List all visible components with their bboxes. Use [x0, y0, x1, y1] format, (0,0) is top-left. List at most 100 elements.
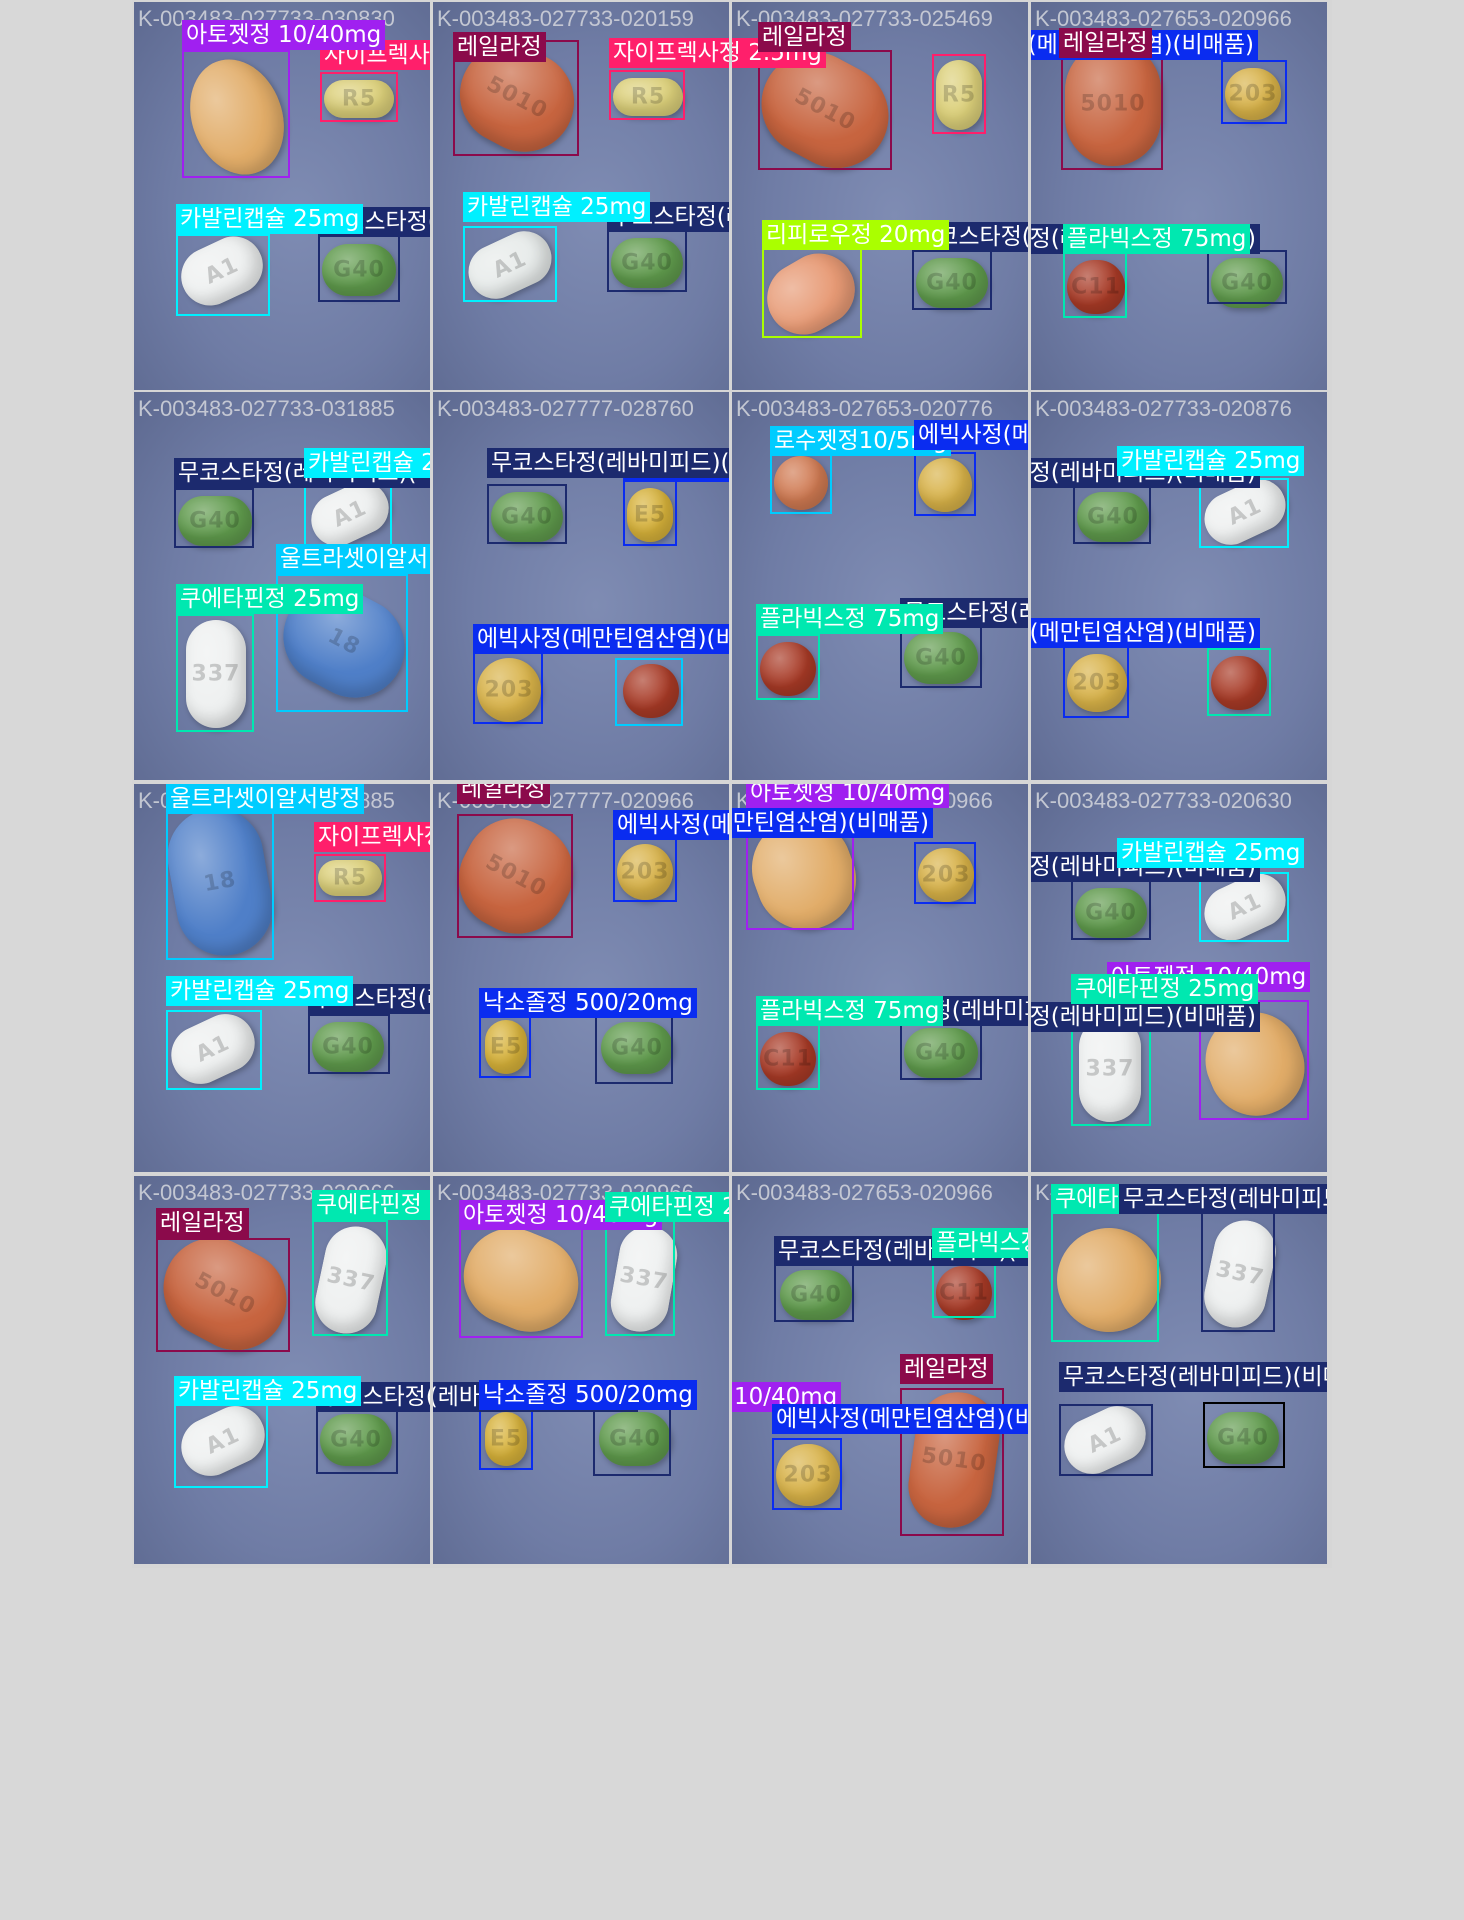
pill-imprint: 203 — [1228, 81, 1278, 107]
pill-imprint: R5 — [630, 84, 666, 110]
detection-box — [623, 480, 677, 546]
detection-label: 쿠에타핀정 25mg — [1071, 974, 1259, 1004]
detection-label: 레일라정 — [457, 784, 550, 804]
detection-label: 카발린캡슐 25mg — [176, 204, 364, 234]
pill: 203 — [477, 658, 541, 722]
detection-box — [1073, 484, 1151, 544]
detection-box — [605, 1220, 675, 1336]
pill — [760, 642, 816, 696]
image-tile: K-003483-027653-020776 G40 무코스타정(레바미피드)(… — [732, 392, 1028, 780]
detection-box — [1071, 880, 1151, 940]
pill-imprint: G40 — [790, 1282, 842, 1308]
detection-box — [487, 484, 567, 544]
pill: G40 — [916, 258, 988, 308]
image-tile: K-003483-027733-025469 5010 R5 G40 무코스타정… — [732, 2, 1028, 390]
pill: 337 — [1079, 1016, 1141, 1122]
pill-imprint: G40 — [501, 504, 553, 530]
pill-imprint: 203 — [1072, 670, 1122, 696]
pill-imprint: G40 — [1087, 504, 1139, 530]
detection-label: 리피로우정 20mg — [762, 220, 950, 250]
pill-imprint: R5 — [941, 82, 977, 108]
detection-box — [756, 1024, 820, 1090]
pill: C11 — [1067, 260, 1125, 314]
detection-box — [1051, 1210, 1159, 1342]
pill-imprint: G40 — [611, 1035, 663, 1061]
detection-label: 무코스타정(레바미피드)(비매품) — [487, 448, 729, 478]
detection-box — [304, 478, 392, 548]
pill: G40 — [904, 632, 978, 684]
detection-box — [1221, 60, 1287, 124]
pill: R5 — [936, 60, 982, 130]
detection-label: 자이프렉사정 2.5mg — [609, 38, 729, 68]
detection-box — [308, 1014, 390, 1074]
detection-box — [912, 250, 992, 310]
image-tile: K-003483-027733-031885 18 R5 A1 G40 무코스타… — [134, 784, 430, 1172]
image-tile: K-003483-027733-031885 G40 A1 337 18 울트라… — [134, 392, 430, 780]
image-tile: K-003483-027653-020966 203 C11 G40 무코스타정… — [732, 784, 1028, 1172]
detection-box — [900, 626, 982, 688]
pill: 203 — [918, 848, 974, 902]
detection-label: 울트라셋이알서방정 — [276, 544, 430, 574]
detection-label: 무코스타정(레바미피드)(비매품) — [1031, 1002, 1260, 1032]
detection-box — [473, 652, 543, 724]
detection-label: 플라빅스정 75mg — [1063, 224, 1251, 254]
detection-box — [174, 488, 254, 548]
pill: G40 — [1211, 258, 1283, 308]
pill: 5010 — [1065, 42, 1161, 166]
detection-box — [156, 1238, 290, 1352]
detection-label: 카발린캡슐 25mg — [304, 448, 430, 478]
image-tile: K-003483-027733-030830 R5 A1 G40 무코스타정(레… — [134, 2, 430, 390]
detection-label: 쿠에타핀정 25mg — [312, 1190, 430, 1220]
pill-imprint: 203 — [620, 859, 670, 885]
detection-box — [900, 1020, 982, 1080]
pill-imprint: G40 — [1217, 1425, 1269, 1451]
detection-label: 레일라정 — [1059, 28, 1152, 58]
detection-box — [320, 72, 398, 122]
pill: G40 — [320, 1414, 392, 1466]
detection-box — [1199, 478, 1289, 548]
pill-imprint: E5 — [489, 1034, 523, 1060]
detection-box — [615, 658, 683, 726]
pill: E5 — [485, 1020, 527, 1074]
detection-label: 카발린캡슐 25mg — [1117, 446, 1305, 476]
pill: G40 — [599, 1412, 671, 1466]
detection-label: 아토젯정 10/40mg — [746, 784, 950, 808]
pill — [918, 458, 972, 512]
image-tile: K-003483-027777-020966 5010 203 E5 G40 낙… — [433, 784, 729, 1172]
image-tile: K-003483-027733-020966 337 E5 G40 무코스타정(… — [433, 1176, 729, 1564]
detection-box — [756, 634, 820, 700]
pill: G40 — [322, 244, 396, 296]
detection-box — [457, 814, 573, 938]
detection-label: 쿠에타핀정 25mg — [605, 1192, 729, 1222]
pill — [623, 664, 679, 718]
pill: 203 — [776, 1444, 840, 1506]
pill: 203 — [617, 844, 673, 900]
pill: R5 — [318, 860, 382, 896]
detection-box — [770, 450, 832, 514]
pill — [1211, 656, 1267, 710]
pill-imprint: 337 — [1085, 1056, 1135, 1082]
pill: G40 — [1207, 1412, 1279, 1464]
detection-label: 자이프렉사정 2.5mg — [314, 822, 430, 852]
pill-imprint: C11 — [939, 1280, 989, 1306]
detection-label: 에빅사정(메만틴염산염)(비매품) — [613, 810, 729, 840]
tile-id: K-003483-027733-020159 — [437, 6, 694, 31]
detection-box — [774, 1262, 854, 1322]
pill: C11 — [760, 1032, 816, 1086]
pill: G40 — [312, 1022, 384, 1072]
pill: 337 — [186, 620, 246, 728]
detection-box — [914, 452, 976, 516]
detection-box — [609, 70, 685, 120]
detection-box — [318, 234, 400, 302]
detection-box — [166, 1010, 262, 1090]
pill: G40 — [1077, 492, 1149, 542]
pill-imprint: 203 — [484, 677, 534, 703]
detection-box — [276, 574, 408, 712]
pill: 203 — [1225, 68, 1281, 120]
detection-label: 레일라정 — [900, 1354, 993, 1384]
pill: R5 — [613, 78, 683, 116]
detection-label: 카발린캡슐 25mg — [166, 976, 354, 1006]
image-tile: K-003483-027733-020630 G40 A1 337 아토젯정 1… — [1031, 784, 1327, 1172]
detection-box — [1207, 250, 1287, 304]
pill: G40 — [904, 1028, 978, 1078]
